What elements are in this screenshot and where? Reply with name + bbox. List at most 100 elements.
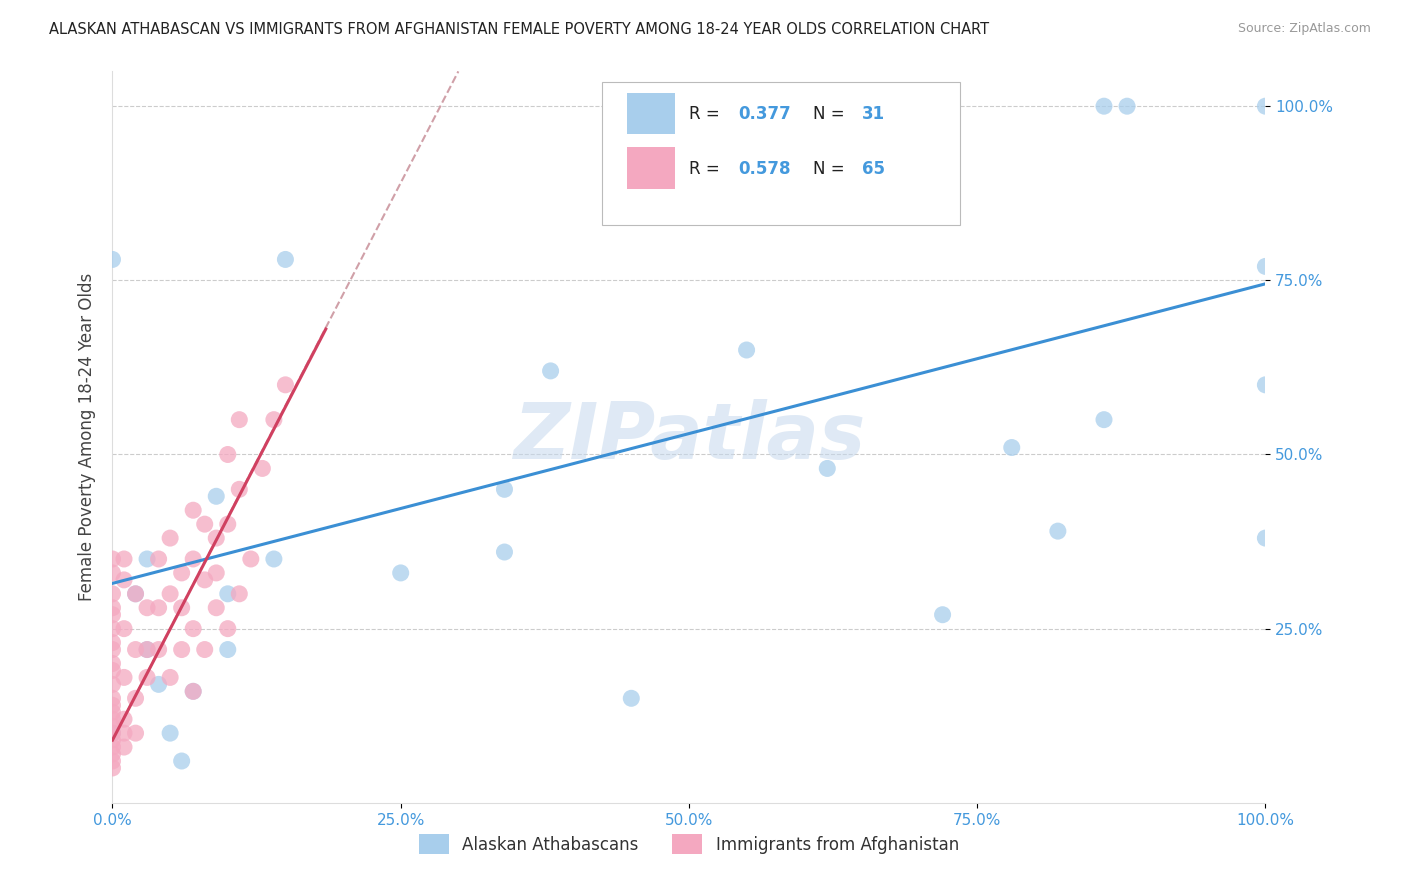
Point [217, 517, 239, 532]
Point [101, 677, 124, 691]
Point [1254, 260, 1277, 274]
Point [101, 552, 124, 566]
Point [194, 573, 217, 587]
Point [159, 587, 181, 601]
Point [205, 566, 228, 580]
Point [124, 691, 146, 706]
Point [148, 600, 170, 615]
Point [101, 761, 124, 775]
Point [136, 600, 159, 615]
Point [101, 642, 124, 657]
Point [389, 566, 412, 580]
Point [101, 747, 124, 761]
Point [136, 642, 159, 657]
Point [228, 412, 250, 426]
Point [170, 600, 193, 615]
Text: R =: R = [689, 160, 725, 178]
Point [274, 377, 297, 392]
Point [194, 642, 217, 657]
Point [124, 587, 146, 601]
Point [620, 691, 643, 706]
Point [159, 531, 181, 545]
Point [252, 461, 274, 475]
Text: 0.578: 0.578 [738, 160, 792, 178]
Point [101, 740, 124, 755]
Point [101, 726, 124, 740]
Point [217, 642, 239, 657]
Point [101, 587, 124, 601]
Point [181, 503, 204, 517]
Point [101, 691, 124, 706]
Point [124, 587, 146, 601]
Text: Source: ZipAtlas.com: Source: ZipAtlas.com [1237, 22, 1371, 36]
Text: N =: N = [814, 160, 851, 178]
Point [274, 252, 297, 267]
Point [263, 552, 285, 566]
Point [170, 642, 193, 657]
Point [217, 448, 239, 462]
Point [101, 252, 124, 267]
Point [101, 664, 124, 678]
Point [148, 677, 170, 691]
Point [101, 712, 124, 726]
Point [1092, 99, 1115, 113]
Point [159, 726, 181, 740]
Point [101, 726, 124, 740]
Point [205, 600, 228, 615]
FancyBboxPatch shape [627, 147, 675, 189]
Point [1254, 99, 1277, 113]
Point [170, 754, 193, 768]
Point [1254, 377, 1277, 392]
Point [159, 670, 181, 684]
Point [181, 684, 204, 698]
Point [101, 622, 124, 636]
Point [101, 698, 124, 713]
FancyBboxPatch shape [627, 93, 675, 135]
Point [112, 573, 135, 587]
Point [735, 343, 758, 357]
Point [112, 670, 135, 684]
Point [101, 733, 124, 747]
Text: 0.377: 0.377 [738, 104, 792, 123]
Point [101, 657, 124, 671]
Point [101, 705, 124, 719]
Text: 65: 65 [862, 160, 884, 178]
Y-axis label: Female Poverty Among 18-24 Year Olds: Female Poverty Among 18-24 Year Olds [77, 273, 96, 601]
Point [217, 622, 239, 636]
Point [148, 552, 170, 566]
Point [101, 635, 124, 649]
Point [112, 726, 135, 740]
Point [181, 684, 204, 698]
Point [228, 587, 250, 601]
Point [205, 489, 228, 503]
Point [540, 364, 562, 378]
Point [1116, 99, 1139, 113]
Point [194, 517, 217, 532]
Text: R =: R = [689, 104, 725, 123]
Point [494, 545, 516, 559]
Text: N =: N = [814, 104, 851, 123]
Point [112, 622, 135, 636]
Point [136, 642, 159, 657]
Point [1046, 524, 1069, 538]
Point [148, 642, 170, 657]
Point [494, 483, 516, 497]
Point [112, 712, 135, 726]
Point [124, 642, 146, 657]
Point [124, 726, 146, 740]
Text: 31: 31 [862, 104, 884, 123]
Point [1001, 441, 1024, 455]
Point [205, 531, 228, 545]
Point [931, 607, 953, 622]
Point [101, 566, 124, 580]
Point [217, 587, 239, 601]
Point [263, 412, 285, 426]
Point [136, 670, 159, 684]
FancyBboxPatch shape [603, 82, 960, 225]
Text: ZIPatlas: ZIPatlas [513, 399, 865, 475]
Point [181, 552, 204, 566]
Point [101, 719, 124, 733]
Point [1254, 531, 1277, 545]
Point [815, 461, 838, 475]
Point [136, 552, 159, 566]
